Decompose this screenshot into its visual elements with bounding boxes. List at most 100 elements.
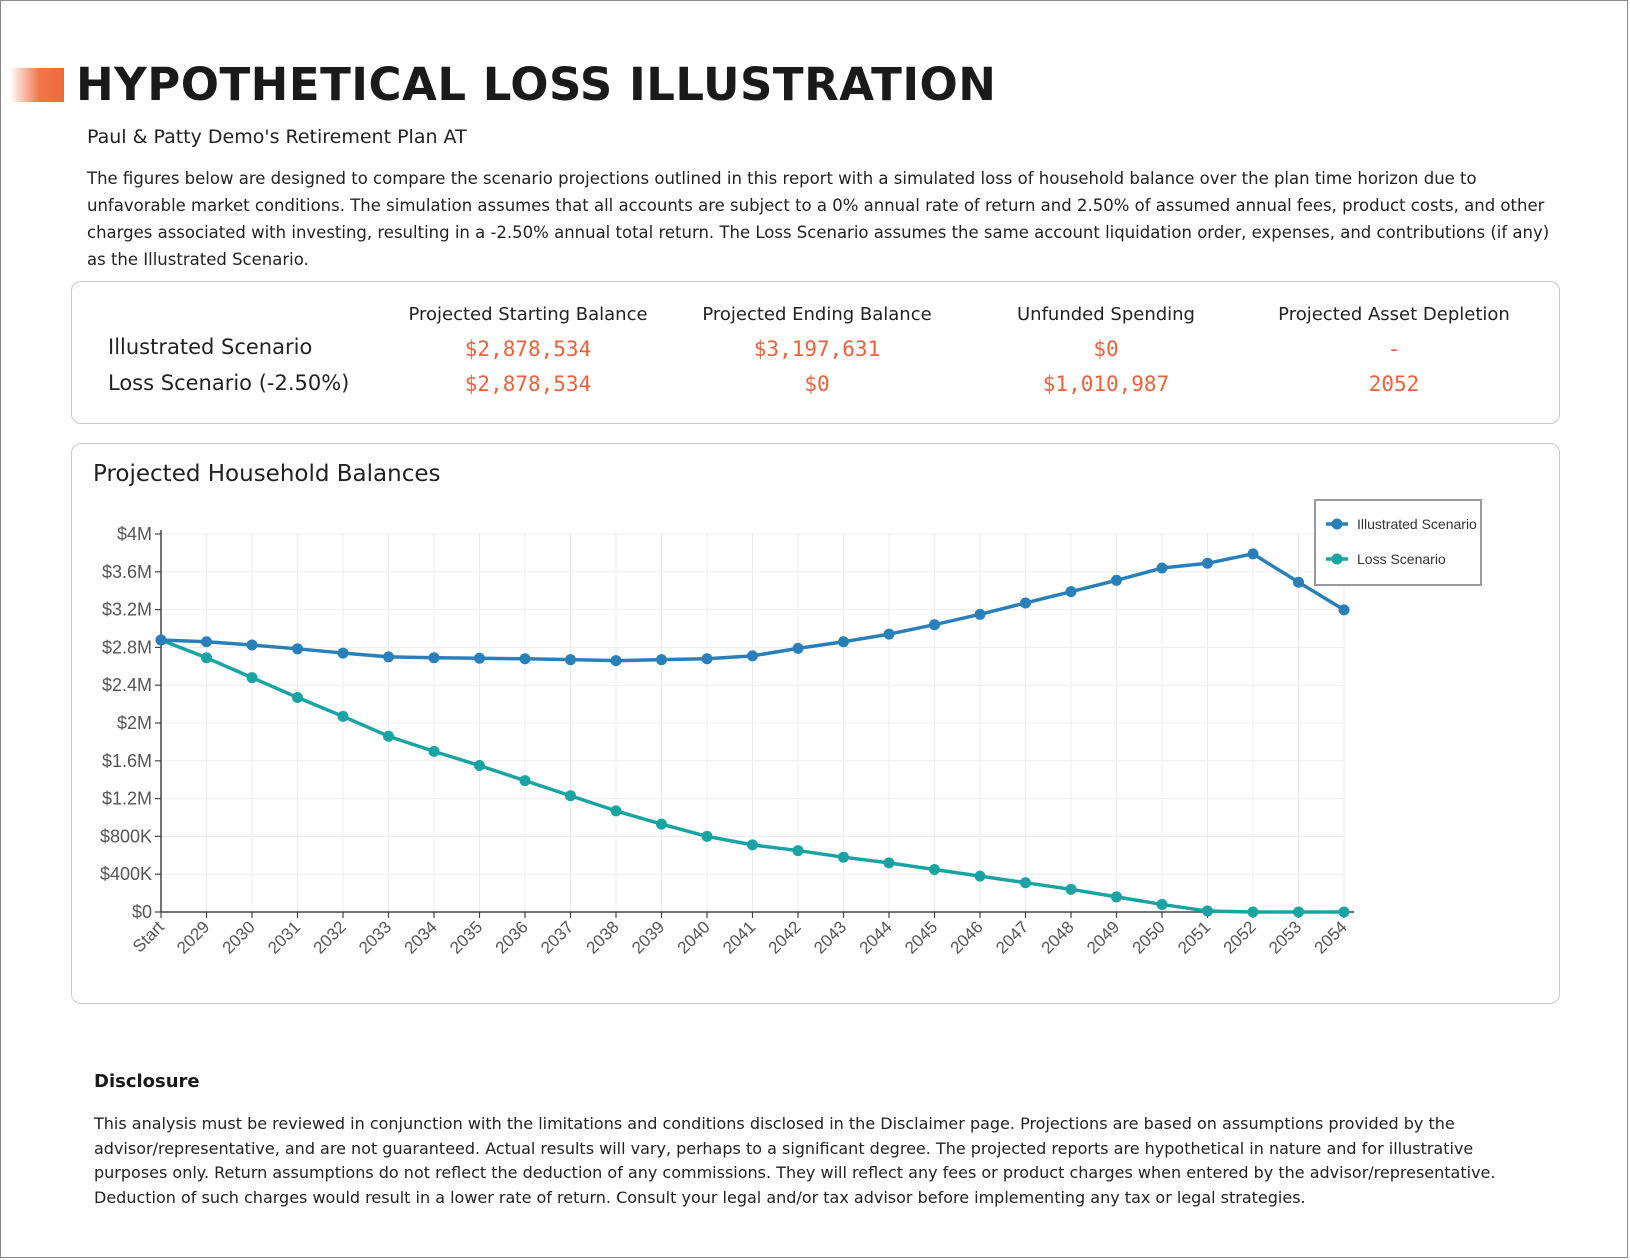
loss-unfunded-spending: $1,010,987: [1042, 372, 1170, 396]
data-point-illustrated-scenario: [1065, 586, 1077, 598]
data-point-illustrated-scenario: [929, 619, 940, 631]
illustrated-asset-depletion: -: [1387, 337, 1401, 361]
x-tick-label: 2054: [1311, 917, 1351, 957]
data-point-loss-scenario: [974, 870, 986, 882]
title-accent-bar: [10, 68, 64, 102]
data-point-loss-scenario: [519, 775, 531, 787]
data-point-illustrated-scenario: [292, 643, 303, 655]
data-point-illustrated-scenario: [201, 636, 212, 648]
page-title: HYPOTHETICAL LOSS ILLUSTRATION: [76, 58, 997, 111]
data-point-illustrated-scenario: [428, 652, 440, 664]
x-tick-label: 2048: [1038, 917, 1078, 957]
loss-starting-balance: $2,878,534: [464, 372, 592, 396]
x-tick-label: 2038: [583, 917, 623, 957]
data-point-illustrated-scenario: [1202, 557, 1213, 569]
illustrated-ending-balance: $3,197,631: [753, 337, 881, 361]
data-point-loss-scenario: [428, 745, 440, 757]
legend-swatch-marker: [1331, 518, 1343, 530]
x-tick-label: 2030: [219, 917, 259, 957]
data-point-loss-scenario: [1111, 891, 1122, 903]
loss-asset-depletion: 2052: [1368, 372, 1420, 396]
data-point-illustrated-scenario: [337, 647, 349, 659]
data-point-loss-scenario: [1156, 898, 1168, 910]
data-point-loss-scenario: [201, 652, 212, 664]
data-point-loss-scenario: [292, 691, 303, 703]
column-header-ending-balance: Projected Ending Balance: [702, 304, 932, 325]
data-point-illustrated-scenario: [747, 650, 758, 662]
x-tick-label: 2037: [537, 917, 577, 957]
data-point-loss-scenario: [929, 863, 940, 875]
x-tick-label: 2032: [310, 917, 350, 957]
x-tick-label: 2047: [992, 917, 1032, 957]
x-tick-label: Start: [129, 917, 168, 956]
x-tick-label: 2034: [401, 917, 441, 957]
data-point-loss-scenario: [656, 818, 667, 830]
y-tick-label: $0: [132, 902, 152, 922]
data-point-illustrated-scenario: [883, 628, 895, 640]
x-tick-label: 2029: [173, 917, 213, 957]
y-tick-label: $3.2M: [102, 600, 152, 620]
data-point-illustrated-scenario: [610, 655, 622, 667]
illustrated-unfunded-spending: $0: [1093, 337, 1119, 361]
data-point-loss-scenario: [701, 830, 713, 842]
row-label-illustrated: Illustrated Scenario: [108, 335, 313, 359]
summary-card: Projected Starting Balance Projected End…: [71, 281, 1560, 424]
legend-label: Loss Scenario: [1357, 551, 1446, 567]
data-point-loss-scenario: [747, 839, 758, 851]
x-tick-label: 2042: [765, 917, 805, 957]
x-tick-label: 2039: [628, 917, 668, 957]
data-point-loss-scenario: [383, 730, 394, 742]
y-tick-label: $3.6M: [102, 562, 152, 582]
data-point-loss-scenario: [1065, 883, 1077, 895]
data-point-loss-scenario: [792, 845, 804, 857]
disclosure-text: This analysis must be reviewed in conjun…: [94, 1114, 1496, 1207]
data-point-illustrated-scenario: [656, 654, 667, 666]
data-point-loss-scenario: [474, 760, 485, 772]
data-point-illustrated-scenario: [1156, 562, 1168, 574]
data-point-illustrated-scenario: [474, 652, 485, 664]
data-point-loss-scenario: [565, 790, 576, 802]
data-point-loss-scenario: [1338, 906, 1350, 918]
data-point-illustrated-scenario: [838, 636, 849, 648]
disclosure-title: Disclosure: [94, 1071, 200, 1092]
y-tick-label: $4M: [117, 524, 152, 544]
x-tick-label: 2031: [264, 917, 304, 957]
data-point-loss-scenario: [246, 672, 258, 684]
data-point-illustrated-scenario: [792, 642, 804, 654]
balances-line-chart: $0 $400K $800K $1.2M $1.6M $2M $2.4M $2.8M $3.2M…: [100, 499, 1482, 958]
data-point-illustrated-scenario: [974, 608, 986, 620]
data-point-loss-scenario: [838, 851, 849, 863]
x-tick-label: 2035: [446, 917, 486, 957]
data-point-illustrated-scenario: [246, 639, 258, 651]
x-tick-label: 2043: [810, 917, 850, 957]
column-header-unfunded-spending: Unfunded Spending: [1017, 304, 1195, 325]
x-tick-label: 2053: [1265, 917, 1305, 957]
plan-subtitle: Paul & Patty Demo's Retirement Plan AT: [87, 126, 467, 148]
chart-card: Projected Household Balances $0 $400K $800…: [71, 443, 1560, 1004]
data-point-loss-scenario: [883, 857, 895, 869]
data-point-loss-scenario: [1020, 877, 1031, 889]
data-point-loss-scenario: [337, 710, 349, 722]
row-label-loss: Loss Scenario (-2.50%): [108, 371, 350, 395]
data-point-illustrated-scenario: [1247, 548, 1259, 560]
data-point-loss-scenario: [1247, 906, 1259, 918]
legend-swatch-marker: [1331, 553, 1343, 565]
illustrated-starting-balance: $2,878,534: [464, 337, 592, 361]
x-tick-label: 2046: [947, 917, 987, 957]
x-tick-label: 2044: [856, 917, 896, 957]
y-tick-label: $800K: [100, 826, 152, 846]
data-point-illustrated-scenario: [519, 653, 531, 665]
data-point-loss-scenario: [610, 805, 622, 817]
column-header-asset-depletion: Projected Asset Depletion: [1278, 304, 1510, 325]
x-tick-label: 2051: [1174, 917, 1214, 957]
x-tick-label: 2045: [901, 917, 941, 957]
chart-title: Projected Household Balances: [93, 461, 441, 487]
legend-box: [1314, 499, 1482, 586]
x-tick-label: 2049: [1083, 917, 1123, 957]
data-point-illustrated-scenario: [383, 651, 394, 663]
y-tick-label: $1.2M: [102, 789, 152, 809]
x-tick-label: 2036: [492, 917, 532, 957]
loss-ending-balance: $0: [804, 372, 830, 396]
x-tick-label: 2033: [355, 917, 395, 957]
